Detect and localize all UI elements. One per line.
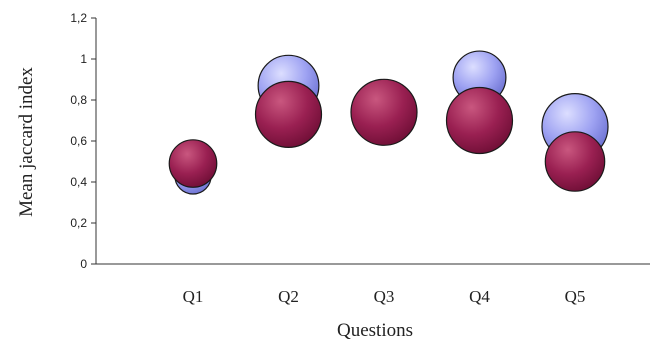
x-tick-label: Q2 — [278, 287, 299, 306]
x-tick-label: Q4 — [469, 287, 490, 306]
y-axis: 0 0,2 0,4 0,6 0,8 1 1,2 — [70, 11, 97, 271]
x-tick-label: Q1 — [183, 287, 204, 306]
bubble-series-2-q5 — [544, 131, 606, 192]
x-tick-label: Q3 — [374, 287, 395, 306]
bubble-series-2-q1 — [168, 139, 218, 188]
bubble-series-2-q4 — [445, 86, 514, 155]
x-axis-title: Questions — [337, 320, 413, 341]
y-tick-label: 1 — [80, 52, 87, 66]
y-tick-label: 0 — [80, 257, 87, 271]
y-tick-label: 0,6 — [70, 134, 87, 148]
bubbles — [168, 50, 609, 195]
bubble-series-2-q3 — [350, 78, 418, 146]
x-tick-label: Q5 — [565, 287, 586, 306]
y-tick-label: 0,4 — [70, 175, 87, 189]
y-tick-label: 1,2 — [70, 11, 87, 25]
y-tick-label: 0,2 — [70, 216, 87, 230]
y-axis-title: Mean jaccard index — [16, 67, 37, 217]
y-tick-label: 0,8 — [70, 93, 87, 107]
x-axis: Q1 Q2 Q3 Q4 Q5 — [96, 263, 650, 306]
bubble-series-2-q2 — [254, 80, 323, 148]
